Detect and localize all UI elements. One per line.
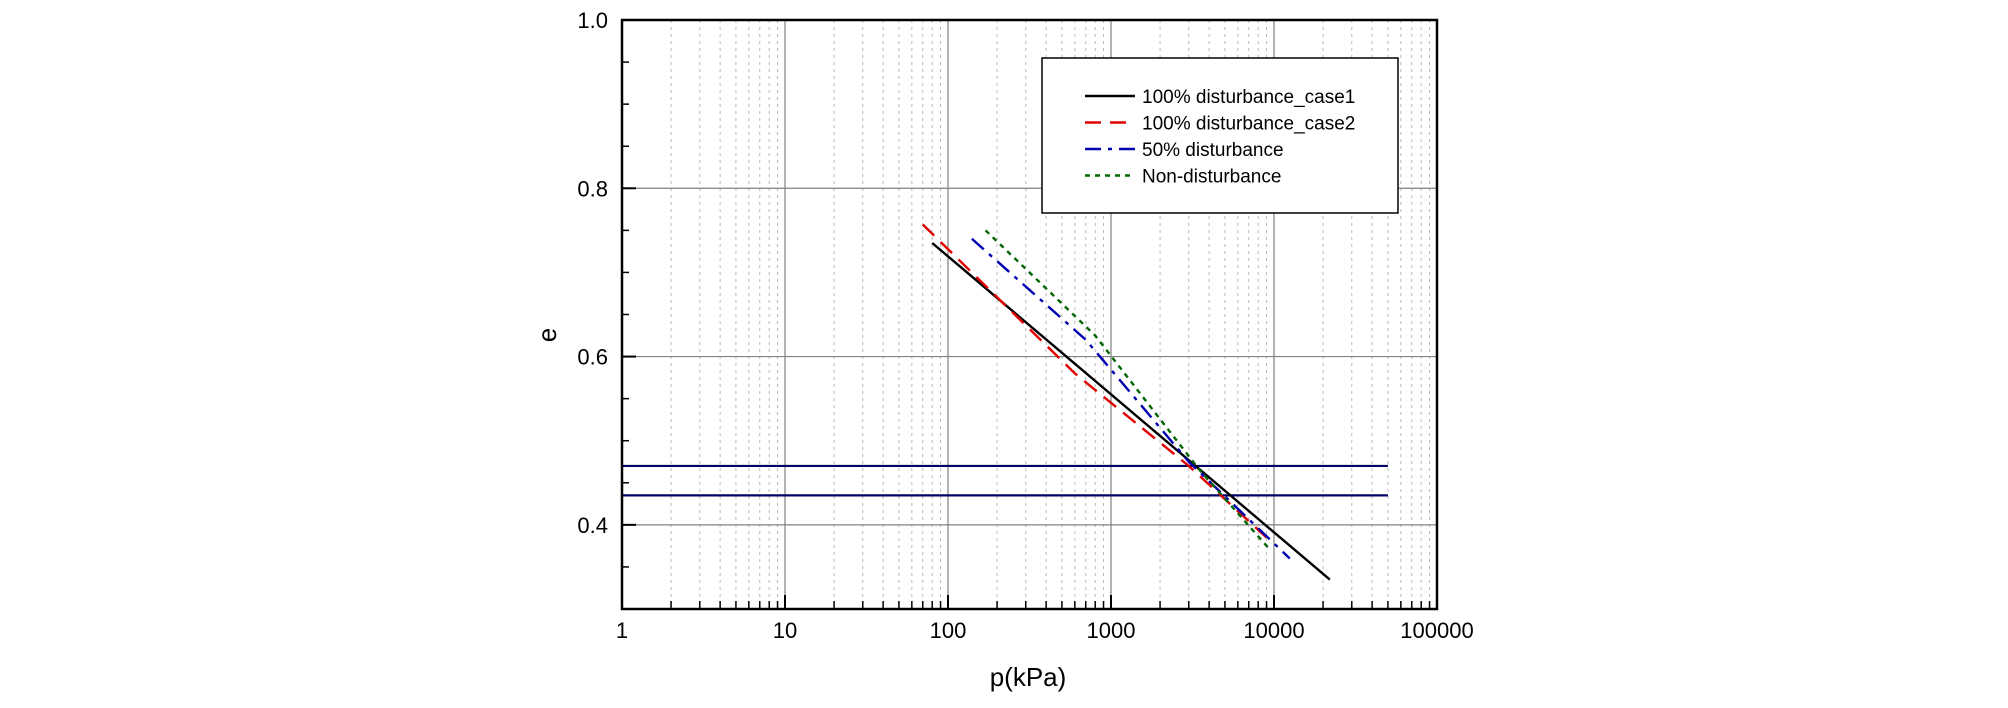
x-tick-label: 10000	[1243, 618, 1304, 643]
y-tick-label: 0.4	[577, 513, 608, 538]
reference-lines	[622, 464, 1388, 497]
y-tick-label: 0.8	[577, 176, 608, 201]
tick-labels: 1 10 100 1000 10000 100000 0.4 0.6 0.8 1.0	[577, 8, 1473, 643]
legend-label-3: 50% disturbance	[1142, 140, 1284, 161]
y-tick-label: 0.6	[577, 345, 608, 370]
y-axis-label: e	[532, 328, 562, 342]
series-lines	[921, 223, 1331, 581]
y-tick-label: 1.0	[577, 8, 608, 33]
legend-items: 100% disturbance_case1 100% disturbance_c…	[1085, 87, 1355, 188]
series-line-3	[971, 237, 1291, 560]
x-tick-label: 1000	[1087, 618, 1136, 643]
legend-box	[1041, 57, 1399, 214]
legend-label-4: Non-disturbance	[1142, 167, 1281, 188]
x-tick-label: 1	[616, 618, 628, 643]
axis-ticks	[621, 19, 1438, 609]
legend-label-1: 100% disturbance_case1	[1142, 87, 1355, 108]
legend-label-2: 100% disturbance_case2	[1142, 114, 1355, 135]
x-tick-label: 100000	[1400, 618, 1473, 643]
x-tick-label: 10	[773, 618, 797, 643]
legend: 100% disturbance_case1 100% disturbance_c…	[1041, 57, 1399, 214]
x-tick-label: 100	[930, 618, 967, 643]
x-axis-label: p(kPa)	[990, 662, 1067, 692]
